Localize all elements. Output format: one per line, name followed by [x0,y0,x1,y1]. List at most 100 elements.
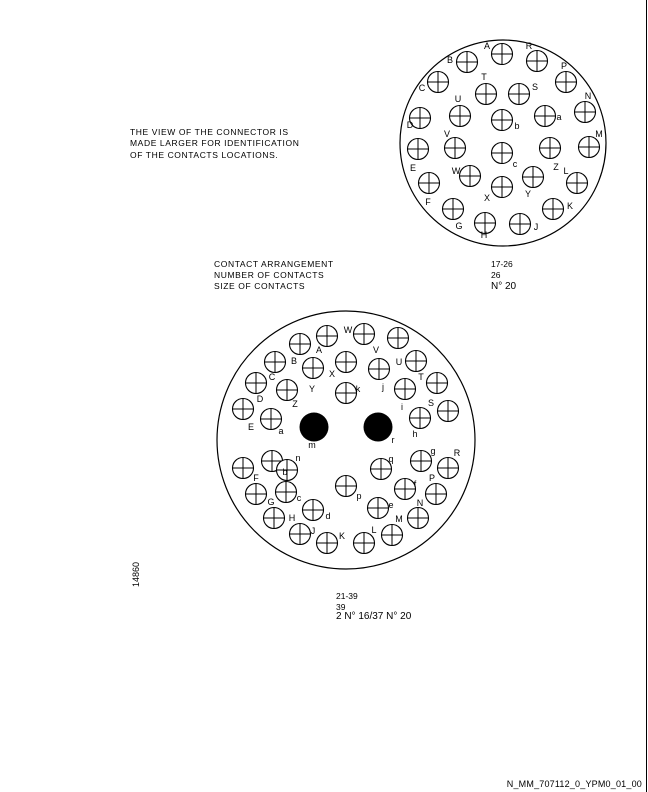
contact-Z: Z [275,378,298,409]
contact-f: f [393,477,417,501]
contact-label-H: H [481,230,488,240]
contact-K: K [541,197,573,221]
contact-a: a [259,407,284,436]
contact-H: H [473,211,497,240]
contact-D: D [244,371,268,404]
contact-label-L: L [563,166,568,176]
contact-b: b [490,108,520,132]
contact-label-G: G [267,497,274,507]
contact-hole-filled [363,412,393,442]
contact-J: J [508,212,539,236]
connector-b-arrangement: 21-39 [336,591,358,601]
contact-label-D: D [407,120,414,130]
contact-label-c: c [513,159,518,169]
contact-H: H [262,506,296,530]
contact-p: p [334,474,362,501]
contact-V: V [373,326,410,355]
contact-arrangement-label: CONTACT ARRANGEMENT [214,259,334,269]
contact-U: U [396,349,428,373]
contact-label-J: J [534,222,539,232]
contact-label-T: T [418,372,424,382]
contact-label-C: C [419,83,426,93]
connector-b-shell [216,310,476,570]
contact-G: G [441,197,465,231]
contact-label-M: M [395,514,403,524]
contact-label-C: C [269,372,276,382]
contact-label-Y: Y [525,189,531,199]
contact-E: E [406,137,430,173]
contact-label-B: B [447,55,453,65]
contact-label-m: m [308,440,316,450]
contact-W: W [344,322,376,346]
contact-label-R: R [526,41,533,51]
document-reference: N_MM_707112_0_YPM0_01_00 [506,779,642,789]
contact-label-J: J [311,526,316,536]
view-note: THE VIEW OF THE CONNECTOR IS MADE LARGER… [130,127,300,160]
connector-a-shell [399,39,607,247]
contact-label-f: f [414,479,417,489]
contact-T: T [418,371,449,395]
contact-Y: Y [301,356,325,394]
contact-label-H: H [289,513,296,523]
contact-label-a: a [556,112,561,122]
contact-label-V: V [444,129,450,139]
contact-R: R [526,41,549,73]
contact-label-A: A [484,41,490,51]
contact-c: c [274,480,302,504]
contact-q: q [369,454,394,481]
contact-label-r: r [392,435,395,445]
contact-X: X [329,350,358,379]
contact-label-p: p [356,491,361,501]
contact-label-S: S [428,398,434,408]
contact-B: B [447,50,479,74]
contact-d: d [301,498,331,522]
contact-label-F: F [253,473,259,483]
contact-label-Z: Z [553,162,559,172]
contact-P: P [554,61,578,94]
contact-label-i: i [401,402,403,412]
contact-label-Y: Y [309,384,315,394]
contact-label-W: W [452,166,461,176]
contact-m: m [299,412,329,450]
contact-a: a [533,104,562,128]
contact-A: A [484,41,514,66]
page-right-border [646,0,647,792]
contact-label-X: X [484,193,490,203]
contact-label-N: N [585,91,592,101]
connector-b-spec-values: 21-39 39 2 N° 16/37 N° 20 [336,591,411,623]
contact-L: L [563,166,589,195]
contact-k: k [334,381,361,405]
contact-label-K: K [567,201,573,211]
contact-N: N [406,498,430,530]
connector-a-count: 26 [491,270,501,280]
contact-label-c: c [297,493,302,503]
contact-label-a: a [278,426,283,436]
contact-label-K: K [339,531,345,541]
contact-label-E: E [248,422,254,432]
contact-E: E [231,397,255,432]
contact-label-d: d [325,511,330,521]
contact-R: R [436,448,461,480]
contact-P: P [424,473,448,506]
contact-label-n: n [295,453,300,463]
contact-T: T [474,72,498,106]
spec-labels: CONTACT ARRANGEMENT NUMBER OF CONTACTS S… [214,259,334,292]
contact-V: V [443,129,467,160]
contact-label-M: M [595,129,603,139]
contact-C: C [419,70,450,94]
contact-label-D: D [257,394,264,404]
contact-W: W [452,164,482,188]
contact-M: M [380,514,404,547]
contact-label-q: q [388,454,393,464]
contact-label-P: P [429,473,435,483]
connector-b-size: 2 N° 16/37 N° 20 [336,611,412,622]
contact-j: j [367,357,391,392]
contact-S: S [507,82,538,106]
contact-label-F: F [425,197,431,207]
contact-h: h [408,406,432,439]
connector-b-face: W A V B U X C Y j Tk Di S Z E a h m r n g Rq Fb Pf G c p e N H d M J L K [216,310,476,570]
contact-label-A: A [316,345,322,355]
contact-label-L: L [371,525,376,535]
contact-label-R: R [454,448,461,458]
connector-b-count: 39 [336,601,346,612]
